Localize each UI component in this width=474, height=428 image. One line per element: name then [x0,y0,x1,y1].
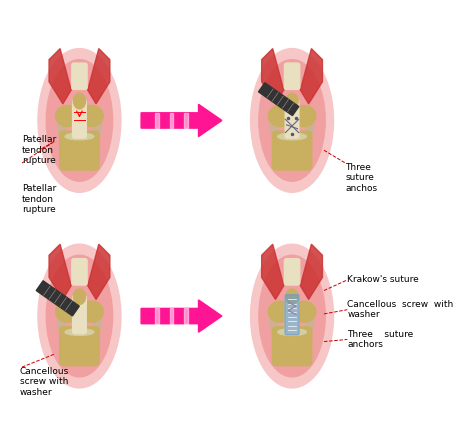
Ellipse shape [259,59,325,181]
FancyBboxPatch shape [285,294,299,335]
Polygon shape [258,83,299,116]
Polygon shape [184,309,188,324]
Ellipse shape [93,306,101,334]
Ellipse shape [271,306,278,334]
FancyBboxPatch shape [72,63,87,89]
Ellipse shape [65,133,94,140]
Text: Krakow's suture: Krakow's suture [347,275,419,285]
Ellipse shape [46,59,113,181]
Ellipse shape [286,93,298,109]
Ellipse shape [73,93,85,109]
Polygon shape [141,104,222,137]
FancyBboxPatch shape [273,131,312,170]
Ellipse shape [259,255,325,377]
Ellipse shape [38,49,121,192]
Polygon shape [88,49,110,104]
Ellipse shape [74,307,84,318]
Polygon shape [170,309,173,324]
FancyBboxPatch shape [273,327,312,366]
FancyBboxPatch shape [284,259,300,285]
Ellipse shape [268,106,292,127]
FancyBboxPatch shape [72,259,87,285]
Ellipse shape [80,301,103,322]
Ellipse shape [306,306,314,334]
Ellipse shape [46,255,113,377]
Polygon shape [155,113,159,128]
Ellipse shape [292,301,316,322]
Ellipse shape [306,111,314,139]
FancyBboxPatch shape [285,100,299,138]
Ellipse shape [93,111,101,139]
FancyBboxPatch shape [73,100,86,138]
Ellipse shape [268,301,292,322]
Polygon shape [155,309,159,324]
Ellipse shape [58,111,65,139]
Polygon shape [49,49,71,104]
Ellipse shape [287,112,297,123]
Ellipse shape [80,106,103,127]
Ellipse shape [55,301,79,322]
Polygon shape [88,244,110,300]
Polygon shape [141,300,222,332]
Ellipse shape [55,106,79,127]
FancyBboxPatch shape [60,131,99,170]
FancyBboxPatch shape [73,103,86,118]
Ellipse shape [251,244,334,388]
Polygon shape [262,49,284,104]
Ellipse shape [58,306,65,334]
Ellipse shape [278,133,306,140]
Polygon shape [184,113,188,128]
Ellipse shape [278,329,306,336]
Ellipse shape [271,111,278,139]
Ellipse shape [287,307,297,318]
Ellipse shape [251,49,334,192]
Ellipse shape [74,112,84,123]
Polygon shape [262,244,284,300]
Polygon shape [170,113,173,128]
FancyBboxPatch shape [73,295,86,334]
FancyBboxPatch shape [73,120,86,138]
Text: Three
suture
anchos: Three suture anchos [345,163,377,193]
Ellipse shape [286,289,298,304]
Text: Patellar
tendon
rupture: Patellar tendon rupture [22,135,56,165]
FancyBboxPatch shape [60,327,99,366]
Polygon shape [301,49,322,104]
Ellipse shape [73,289,85,304]
Polygon shape [36,281,79,316]
Ellipse shape [65,329,94,336]
Text: Cancellous  screw  with
washer: Cancellous screw with washer [347,300,454,319]
Text: Cancellous
screw with
washer: Cancellous screw with washer [20,367,69,397]
FancyBboxPatch shape [285,295,299,334]
Polygon shape [49,244,71,300]
Text: Three    suture
anchors: Three suture anchors [347,330,414,349]
Ellipse shape [292,106,316,127]
Polygon shape [301,244,322,300]
FancyBboxPatch shape [284,63,300,89]
Ellipse shape [38,244,121,388]
Text: Patellar
tendon
rupture: Patellar tendon rupture [22,184,56,214]
